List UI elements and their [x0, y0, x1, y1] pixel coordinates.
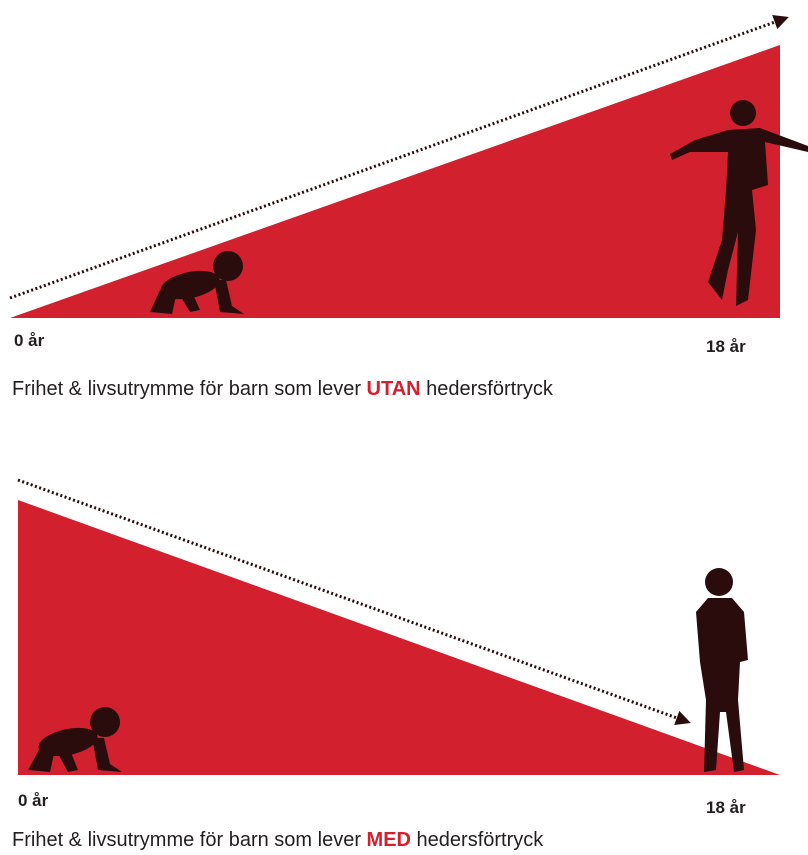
- freedom-area: [18, 500, 780, 775]
- end-label: 18 år: [706, 337, 746, 356]
- end-label: 18 år: [706, 798, 746, 817]
- panel-with: 0 år 18 år Frihet & livsutrymme för barn…: [12, 480, 780, 851]
- caption-text: Frihet & livsutrymme för barn som lever: [12, 378, 367, 400]
- panel-without: 0 år 18 år Frihet & livsutrymme för barn…: [10, 18, 808, 400]
- caption-text: Frihet & livsutrymme för barn som lever: [12, 829, 367, 851]
- caption-text: hedersförtryck: [411, 829, 544, 851]
- start-label: 0 år: [18, 791, 49, 810]
- caption-emphasis: MED: [367, 829, 411, 851]
- freedom-area: [10, 45, 780, 318]
- caption: Frihet & livsutrymme för barn som lever …: [12, 829, 544, 851]
- caption-text: hedersförtryck: [421, 378, 554, 400]
- infographic: 0 år 18 år Frihet & livsutrymme för barn…: [0, 0, 808, 855]
- caption: Frihet & livsutrymme för barn som lever …: [12, 378, 554, 400]
- adult-silhouette: [696, 568, 748, 772]
- start-label: 0 år: [14, 331, 45, 350]
- caption-emphasis: UTAN: [367, 378, 421, 400]
